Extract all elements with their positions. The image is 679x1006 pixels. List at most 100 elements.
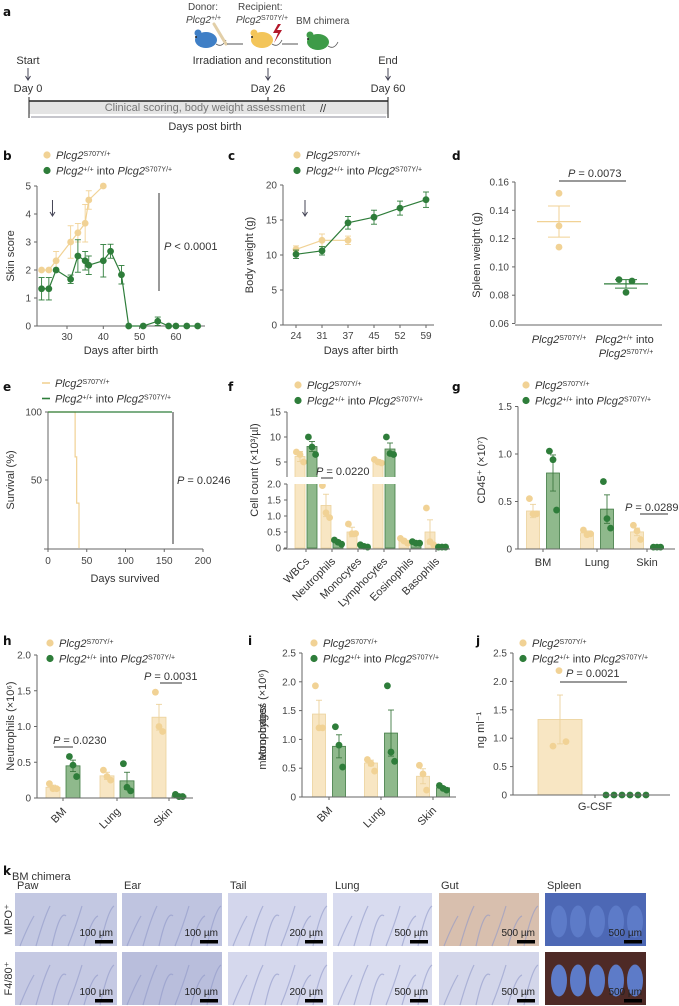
day0-label: Day 0 — [14, 83, 43, 95]
day26-label: Day 26 — [251, 83, 286, 95]
histology-image-ear — [122, 952, 222, 1006]
genotype-superscript: +/+ — [84, 166, 94, 173]
x-tick-label: 60 — [170, 332, 182, 343]
data-point — [99, 257, 107, 265]
x-tick-label: 200 — [195, 556, 212, 567]
data-point — [422, 196, 430, 204]
data-point — [81, 219, 89, 227]
p-value: = 0.0073 — [575, 168, 621, 180]
tissue-texture — [296, 915, 312, 947]
y-axis-label: ng ml⁻¹ — [475, 711, 487, 748]
y-tick-label: 15 — [266, 216, 278, 227]
tissue-texture — [353, 964, 369, 1006]
x-tick-label: 30 — [61, 332, 73, 343]
legend-label-s2: Plcg2+/+ into Plcg2S707Y/+ — [306, 166, 422, 178]
gene-name: Plcg2 — [532, 654, 560, 666]
legend-label-s1: Plcg2S707Y/+ — [55, 378, 110, 390]
data-point — [615, 276, 623, 284]
tissue-texture — [190, 915, 206, 947]
genotype-superscript: +/+ — [335, 396, 345, 403]
legend-connector: into — [361, 654, 385, 666]
tissue-texture — [158, 914, 174, 947]
gene-name: Plcg2 — [323, 638, 351, 650]
data-point — [154, 317, 162, 325]
gene-name: Plcg2 — [307, 396, 335, 408]
tissue-texture — [491, 905, 507, 947]
gene-name: Plcg2 — [121, 654, 149, 666]
scale-bar-label: 100 µm — [79, 987, 113, 998]
tissue-texture — [51, 973, 67, 1006]
x-category-label: BM — [535, 557, 552, 569]
data-point — [562, 738, 570, 746]
data-point — [99, 182, 107, 190]
genotype-superscript: +/+ — [83, 394, 93, 401]
mouse-body — [195, 32, 217, 48]
gene-name: Plcg2 — [118, 166, 146, 178]
legend-label-s1: Plcg2S707Y/+ — [535, 380, 590, 392]
legend-connector: into — [93, 394, 117, 406]
gene-name: Plcg2 — [186, 15, 211, 26]
histology-image-paw — [15, 952, 117, 1006]
data-point — [555, 667, 563, 675]
data-point — [391, 757, 398, 765]
follicle — [551, 905, 567, 938]
y-tick-label: 2.5 — [282, 649, 296, 660]
donor-label: Donor: — [188, 2, 218, 13]
scale-bar — [95, 940, 113, 944]
data-point — [587, 530, 594, 538]
data-point — [352, 530, 359, 537]
panel-label: k — [3, 864, 12, 878]
p-value: = 0.0230 — [60, 735, 106, 747]
arrow-head-icon — [265, 75, 271, 81]
y-tick-label: 0 — [275, 544, 281, 555]
tissue-texture — [491, 964, 507, 1006]
gene-name: Plcg2 — [306, 166, 334, 178]
p-label: P — [144, 671, 152, 683]
series-line-s1 — [41, 185, 104, 271]
scale-bar — [517, 940, 535, 944]
tissue-texture — [337, 974, 353, 1006]
genotype-superscript: S707Y/+ — [144, 394, 171, 401]
data-point — [155, 723, 163, 730]
data-point — [305, 433, 312, 441]
tissue-texture — [35, 905, 51, 947]
legend-dot-marker — [46, 639, 54, 647]
legend-dot-marker — [310, 639, 318, 647]
y-tick-label: 10 — [266, 251, 278, 262]
data-point — [423, 504, 430, 512]
y-tick-label: 2.0 — [282, 677, 296, 688]
p-value-annotation: P = 0.0246 — [177, 475, 231, 487]
mouse-tail — [271, 39, 283, 46]
y-tick-label: 0.5 — [493, 762, 507, 773]
genotype-superscript: S707Y/+ — [626, 349, 653, 356]
y-tick-label: 1.5 — [493, 705, 507, 716]
legend-dot-marker — [293, 166, 301, 175]
data-point — [194, 322, 202, 330]
data-point — [423, 786, 430, 794]
data-point — [344, 236, 352, 244]
data-point — [312, 451, 319, 458]
tissue-texture — [19, 974, 35, 1006]
data-point — [332, 723, 339, 731]
legend-dot-marker — [522, 381, 530, 389]
gene-name: Plcg2 — [369, 396, 397, 408]
panel-label: d — [452, 149, 461, 163]
tissue-texture — [83, 915, 99, 947]
tissue-texture — [280, 964, 296, 1006]
data-point — [46, 780, 53, 788]
gene-name: Plcg2 — [306, 150, 334, 162]
y-tick-label: 3 — [25, 238, 31, 249]
y-tick-label: 0 — [501, 791, 507, 802]
y-tick-label: 0.5 — [267, 528, 281, 539]
procedure-label: Irradiation and reconstitution — [193, 55, 332, 67]
data-point — [53, 785, 60, 793]
tissue-texture — [67, 905, 83, 947]
x-tick-label: 100 — [117, 556, 134, 567]
histology-image-gut — [439, 952, 539, 1006]
x-axis-label: Days after birth — [324, 345, 399, 357]
p-label: P — [568, 168, 576, 180]
scale-bar — [200, 999, 218, 1003]
mouse-eye — [195, 36, 197, 38]
mouse-tail — [327, 41, 339, 48]
category-label: Plcg2S707Y/+ — [532, 334, 587, 346]
